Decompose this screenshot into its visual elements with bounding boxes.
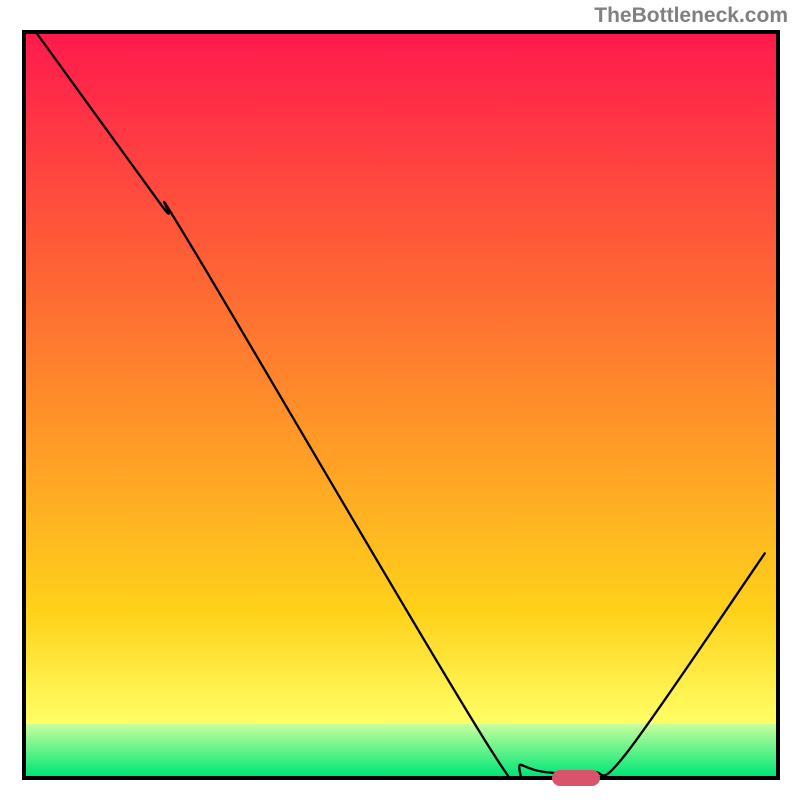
bottleneck-curve [26, 34, 776, 776]
plot-area [22, 30, 780, 780]
optimal-marker [552, 770, 600, 786]
bottleneck-chart: TheBottleneck.com [0, 0, 800, 800]
watermark-text: TheBottleneck.com [594, 4, 788, 28]
